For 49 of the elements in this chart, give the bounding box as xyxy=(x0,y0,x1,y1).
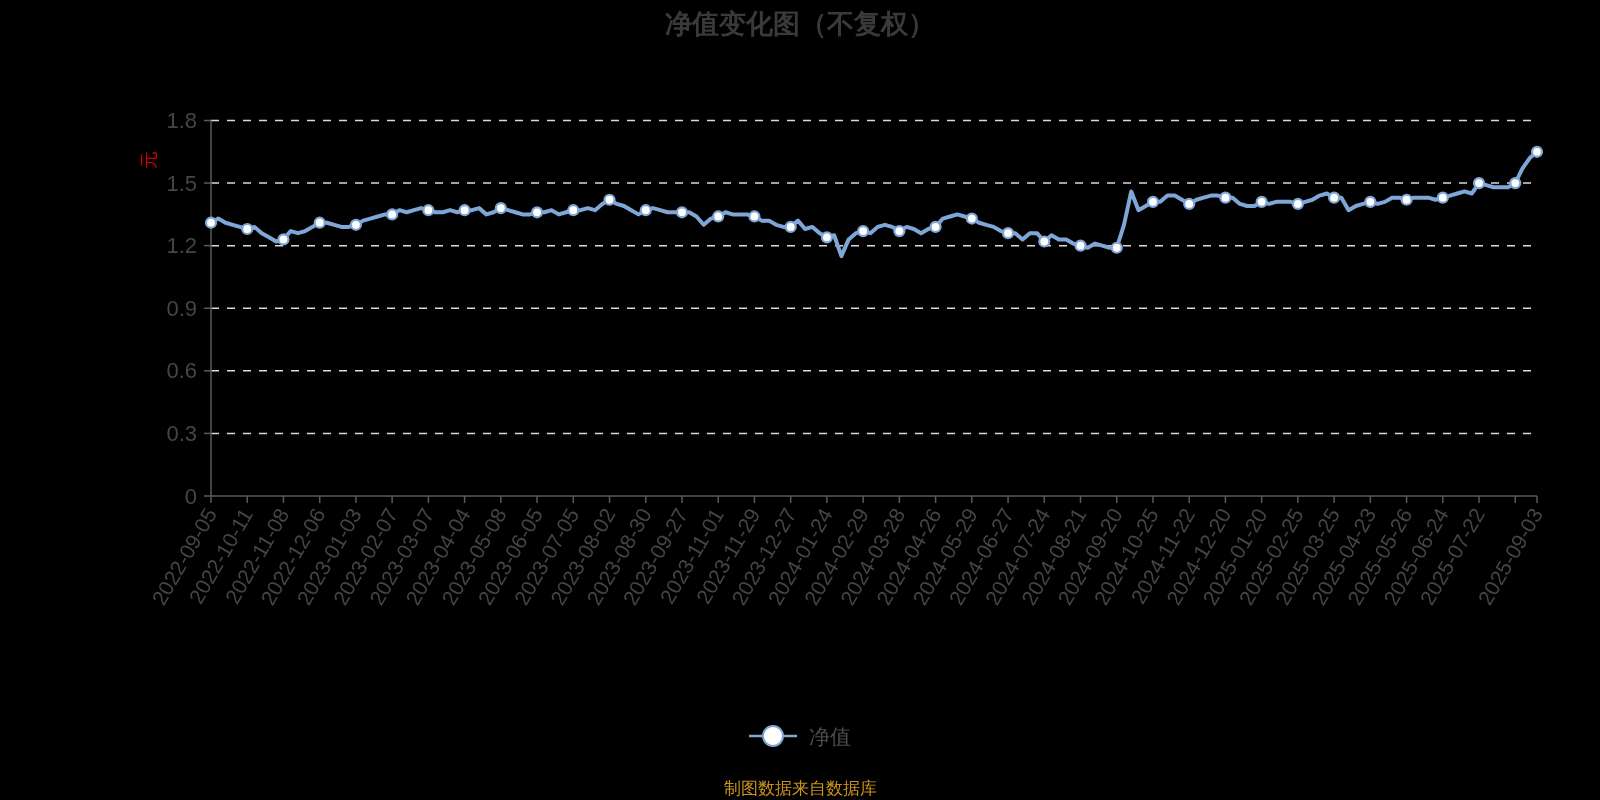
point xyxy=(1472,176,1486,190)
point xyxy=(241,222,254,236)
y-tick-label: 0.6 xyxy=(166,358,197,384)
point xyxy=(712,210,725,223)
chart-title: 净值变化图（不复权） xyxy=(665,9,935,39)
point xyxy=(1146,195,1160,208)
point xyxy=(929,220,942,233)
point xyxy=(530,206,544,219)
point xyxy=(820,231,833,244)
point xyxy=(1001,227,1015,240)
point xyxy=(277,233,290,246)
point xyxy=(458,204,471,217)
point xyxy=(313,216,326,229)
point xyxy=(349,218,363,231)
point xyxy=(1364,195,1377,208)
point xyxy=(675,206,689,219)
point xyxy=(204,216,218,229)
point xyxy=(639,204,652,217)
point xyxy=(857,224,870,238)
point xyxy=(1074,239,1087,252)
point xyxy=(1110,241,1123,254)
point xyxy=(494,202,507,215)
y-tick-label: 1.2 xyxy=(166,233,197,259)
point xyxy=(965,212,978,225)
y-tick-label: 1.5 xyxy=(166,170,197,196)
point xyxy=(422,204,435,217)
point xyxy=(1219,191,1232,204)
y-axis-title: 元 xyxy=(139,151,159,169)
point xyxy=(1183,197,1196,211)
point xyxy=(748,210,761,223)
point xyxy=(1291,197,1304,211)
point xyxy=(893,224,906,238)
legend-label: 净值 xyxy=(809,724,851,748)
point xyxy=(1530,145,1544,158)
point xyxy=(567,204,580,217)
text: 制图数据来自数据库 xyxy=(723,778,877,798)
y-tick-label: 1.8 xyxy=(166,108,197,133)
y-tick-label: 0.3 xyxy=(166,420,197,446)
point xyxy=(1400,193,1413,206)
point xyxy=(1509,176,1522,190)
point xyxy=(386,208,399,221)
point xyxy=(1436,191,1449,204)
point xyxy=(603,193,616,206)
point xyxy=(1038,235,1051,248)
y-tick-label: 0.9 xyxy=(166,295,197,321)
point xyxy=(784,220,797,233)
point xyxy=(1328,191,1341,204)
point xyxy=(1255,195,1268,208)
y-tick-label: 0 xyxy=(184,483,197,509)
